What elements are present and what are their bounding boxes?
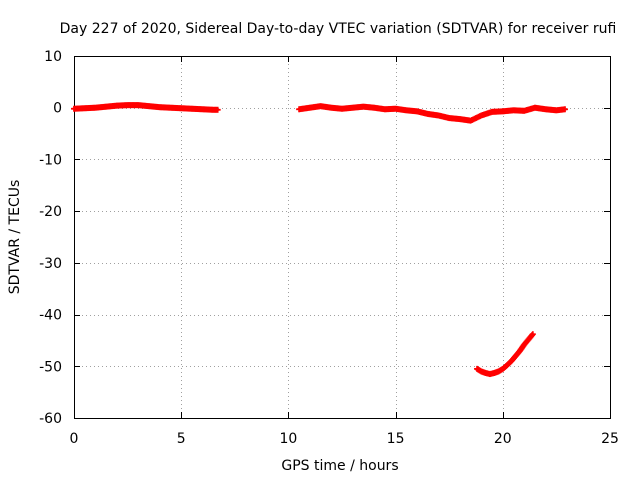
x-tick-label: 25 [601, 431, 619, 447]
y-tick-label: -50 [39, 359, 62, 375]
grid-lines [74, 56, 610, 418]
y-tick-label: -20 [39, 204, 62, 220]
x-tick-label: 5 [177, 431, 186, 447]
axis-ticks: 0 5 10 15 20 25 10 0 -10 -20 -30 -40 -50 -60 [39, 49, 619, 447]
y-tick-label: 10 [44, 49, 62, 65]
y-tick-label: -60 [39, 411, 62, 427]
y-tick-label: -30 [39, 256, 62, 272]
y-axis-label: SDTVAR / TECUs [7, 180, 23, 295]
y-tick-label: 0 [53, 101, 62, 117]
data-point [561, 106, 568, 113]
x-tick-label: 20 [494, 431, 512, 447]
data-points [71, 102, 568, 378]
data-point [529, 331, 536, 338]
x-tick-label: 0 [70, 431, 79, 447]
y-tick-label: -40 [39, 308, 62, 324]
plot-frame [74, 56, 611, 419]
x-tick-label: 15 [387, 431, 405, 447]
x-tick-label: 10 [279, 431, 297, 447]
data-point [214, 106, 221, 113]
chart-title: Day 227 of 2020, Sidereal Day-to-day VTE… [60, 21, 617, 37]
y-tick-label: -10 [39, 152, 62, 168]
x-axis-label: GPS time / hours [281, 458, 398, 474]
